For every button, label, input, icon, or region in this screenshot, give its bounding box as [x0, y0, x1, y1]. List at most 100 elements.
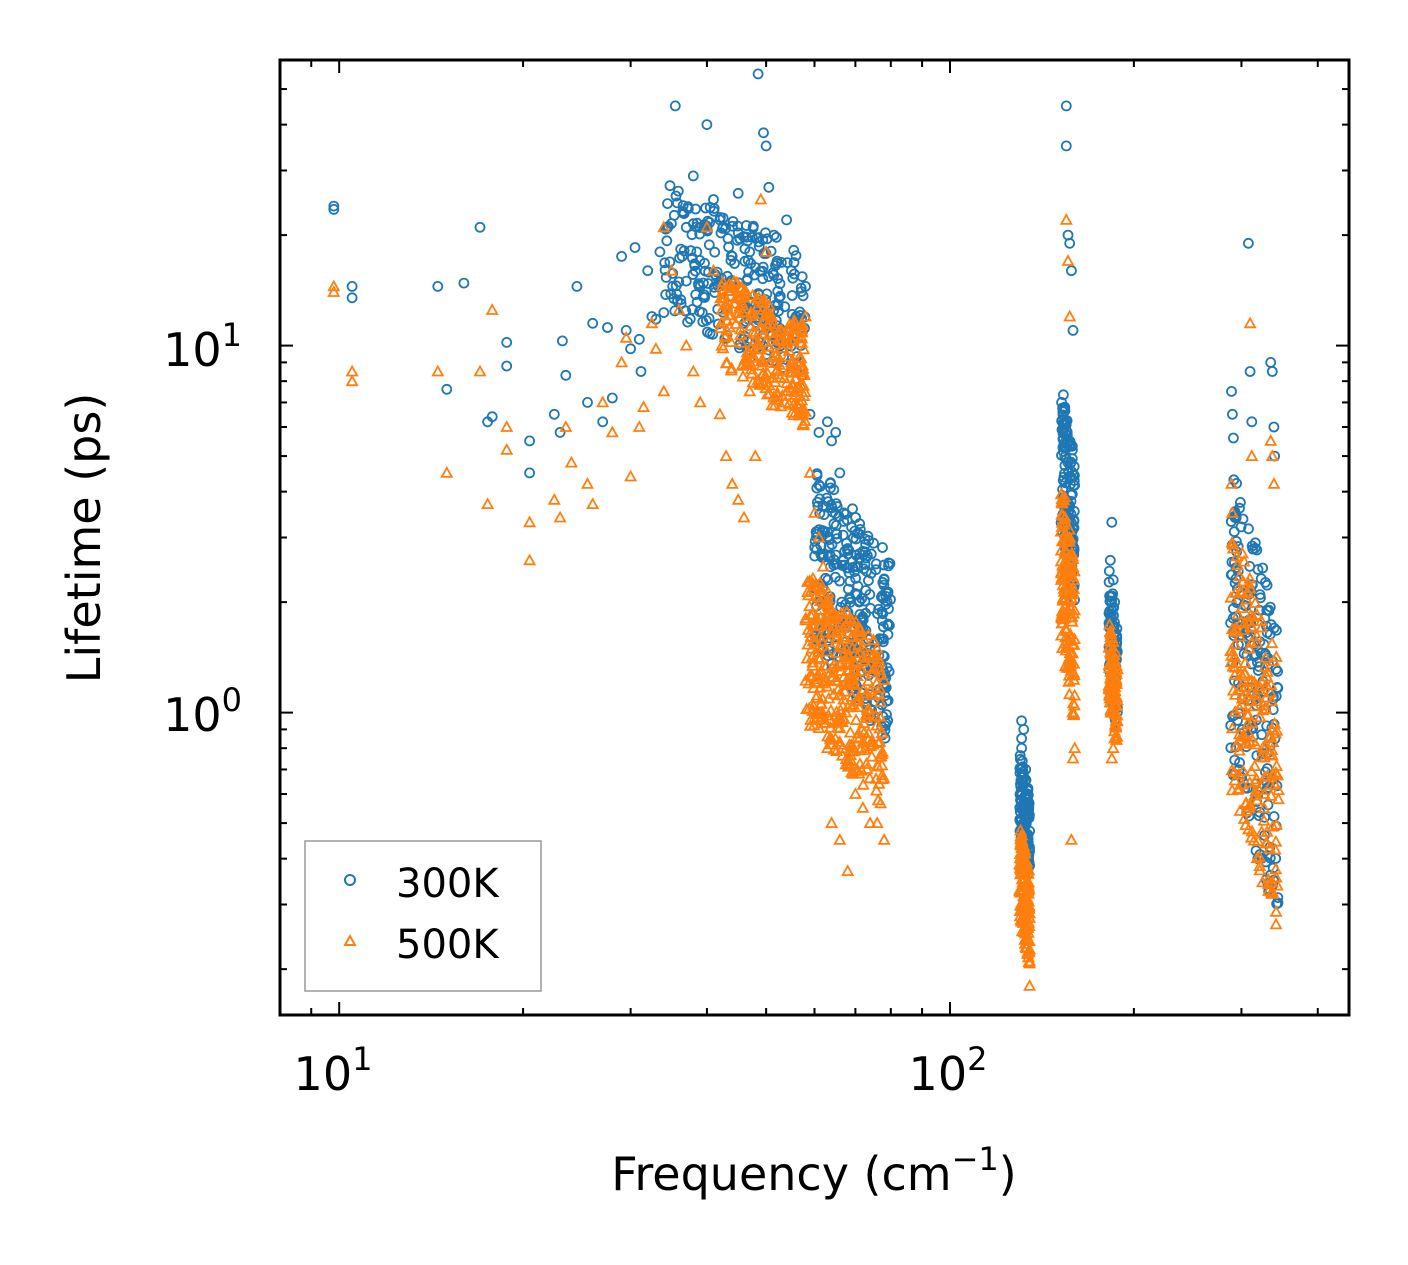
data-point-500k: [836, 630, 850, 642]
data-point-500k: [832, 623, 846, 636]
data-point-300k: [865, 567, 877, 579]
data-point-300k: [346, 280, 358, 292]
data-point-500k: [1110, 662, 1125, 675]
data-point-500k: [1257, 801, 1271, 814]
data-point-300k: [771, 255, 783, 267]
data-point-500k: [1248, 759, 1262, 771]
data-point-500k: [1023, 979, 1037, 991]
data-point-500k: [1234, 615, 1248, 627]
data-point-500k: [806, 658, 820, 671]
data-point-500k: [1253, 863, 1267, 876]
data-point-500k: [1015, 833, 1029, 845]
data-point-500k: [1022, 900, 1036, 913]
data-point-500k: [1063, 309, 1077, 322]
data-point-500k: [820, 741, 834, 754]
data-point-500k: [1055, 515, 1069, 528]
data-point-300k: [768, 229, 780, 241]
data-point-300k: [1015, 789, 1027, 801]
data-point-500k: [1108, 707, 1122, 719]
data-point-500k: [794, 378, 808, 391]
data-point-500k: [1106, 741, 1120, 754]
data-point-500k: [1228, 773, 1242, 786]
data-point-300k: [659, 257, 671, 269]
data-point-300k: [684, 313, 696, 325]
data-point-500k: [795, 322, 809, 335]
y-axis-label: Lifetime (ps): [57, 393, 111, 684]
data-point-300k: [691, 221, 702, 233]
data-point-500k: [756, 376, 771, 388]
data-point-500k: [780, 384, 794, 397]
data-point-500k: [1260, 769, 1274, 781]
data-point-500k: [797, 342, 811, 355]
data-point-300k: [1268, 811, 1280, 822]
data-point-300k: [732, 220, 744, 232]
data-point-500k: [1241, 689, 1255, 701]
data-point-300k: [625, 343, 636, 355]
data-point-500k: [834, 664, 848, 676]
data-point-500k: [1265, 449, 1279, 461]
data-point-500k: [842, 754, 856, 767]
data-point-300k: [1271, 624, 1282, 636]
data-point-300k: [1060, 140, 1072, 152]
data-point-500k: [872, 660, 886, 672]
data-point-300k: [811, 544, 823, 555]
data-point-500k: [1250, 851, 1264, 864]
data-point-500k: [837, 670, 851, 682]
data-point-300k: [1227, 408, 1238, 420]
data-point-500k: [804, 608, 818, 621]
data-point-300k: [697, 291, 709, 303]
data-point-500k: [1245, 619, 1259, 632]
data-point-500k: [769, 364, 783, 377]
data-point-500k: [553, 510, 567, 523]
data-point-500k: [813, 680, 827, 693]
data-point-500k: [733, 311, 747, 323]
data-point-300k: [822, 574, 834, 586]
data-point-500k: [758, 326, 772, 339]
data-point-500k: [1266, 735, 1280, 747]
data-point-300k: [1249, 537, 1261, 549]
data-point-500k: [1235, 601, 1249, 613]
data-point-500k: [1252, 783, 1266, 795]
data-point-500k: [801, 623, 815, 635]
legend-label-300k: 300K: [396, 861, 500, 907]
data-point-500k: [1239, 818, 1253, 830]
data-point-300k: [1250, 649, 1262, 661]
data-point-300k: [786, 290, 798, 301]
data-points: [327, 68, 1285, 991]
data-point-500k: [806, 571, 820, 584]
data-point-500k: [858, 653, 872, 666]
data-point-500k: [860, 711, 874, 723]
data-point-500k: [1264, 678, 1278, 690]
data-point-300k: [812, 500, 824, 512]
data-point-300k: [1065, 440, 1077, 452]
data-point-300k: [1067, 324, 1079, 336]
data-point-500k: [1242, 641, 1256, 654]
data-point-500k: [857, 725, 871, 738]
data-point-500k: [1020, 859, 1034, 871]
data-point-300k: [328, 200, 340, 212]
data-point-500k: [775, 323, 789, 336]
data-point-500k: [872, 655, 886, 667]
data-point-500k: [1107, 688, 1121, 700]
data-point-500k: [806, 699, 821, 711]
data-point-500k: [873, 735, 887, 747]
data-point-500k: [853, 622, 867, 635]
data-point-300k: [691, 246, 703, 258]
data-point-300k: [788, 268, 800, 280]
data-point-300k: [1272, 666, 1283, 677]
data-point-500k: [856, 640, 870, 653]
data-point-500k: [743, 384, 757, 397]
data-point-500k: [1237, 666, 1251, 679]
data-point-500k: [1269, 862, 1283, 875]
data-point-500k: [1243, 798, 1257, 811]
data-point-500k: [803, 669, 817, 681]
data-point-500k: [1110, 690, 1124, 702]
data-point-300k: [758, 127, 769, 139]
data-point-500k: [741, 344, 756, 357]
data-point-300k: [1056, 449, 1067, 461]
data-point-300k: [606, 392, 618, 404]
data-point-300k: [842, 543, 854, 554]
data-point-500k: [857, 649, 871, 662]
data-point-500k: [1246, 610, 1260, 622]
data-point-300k: [709, 246, 721, 258]
